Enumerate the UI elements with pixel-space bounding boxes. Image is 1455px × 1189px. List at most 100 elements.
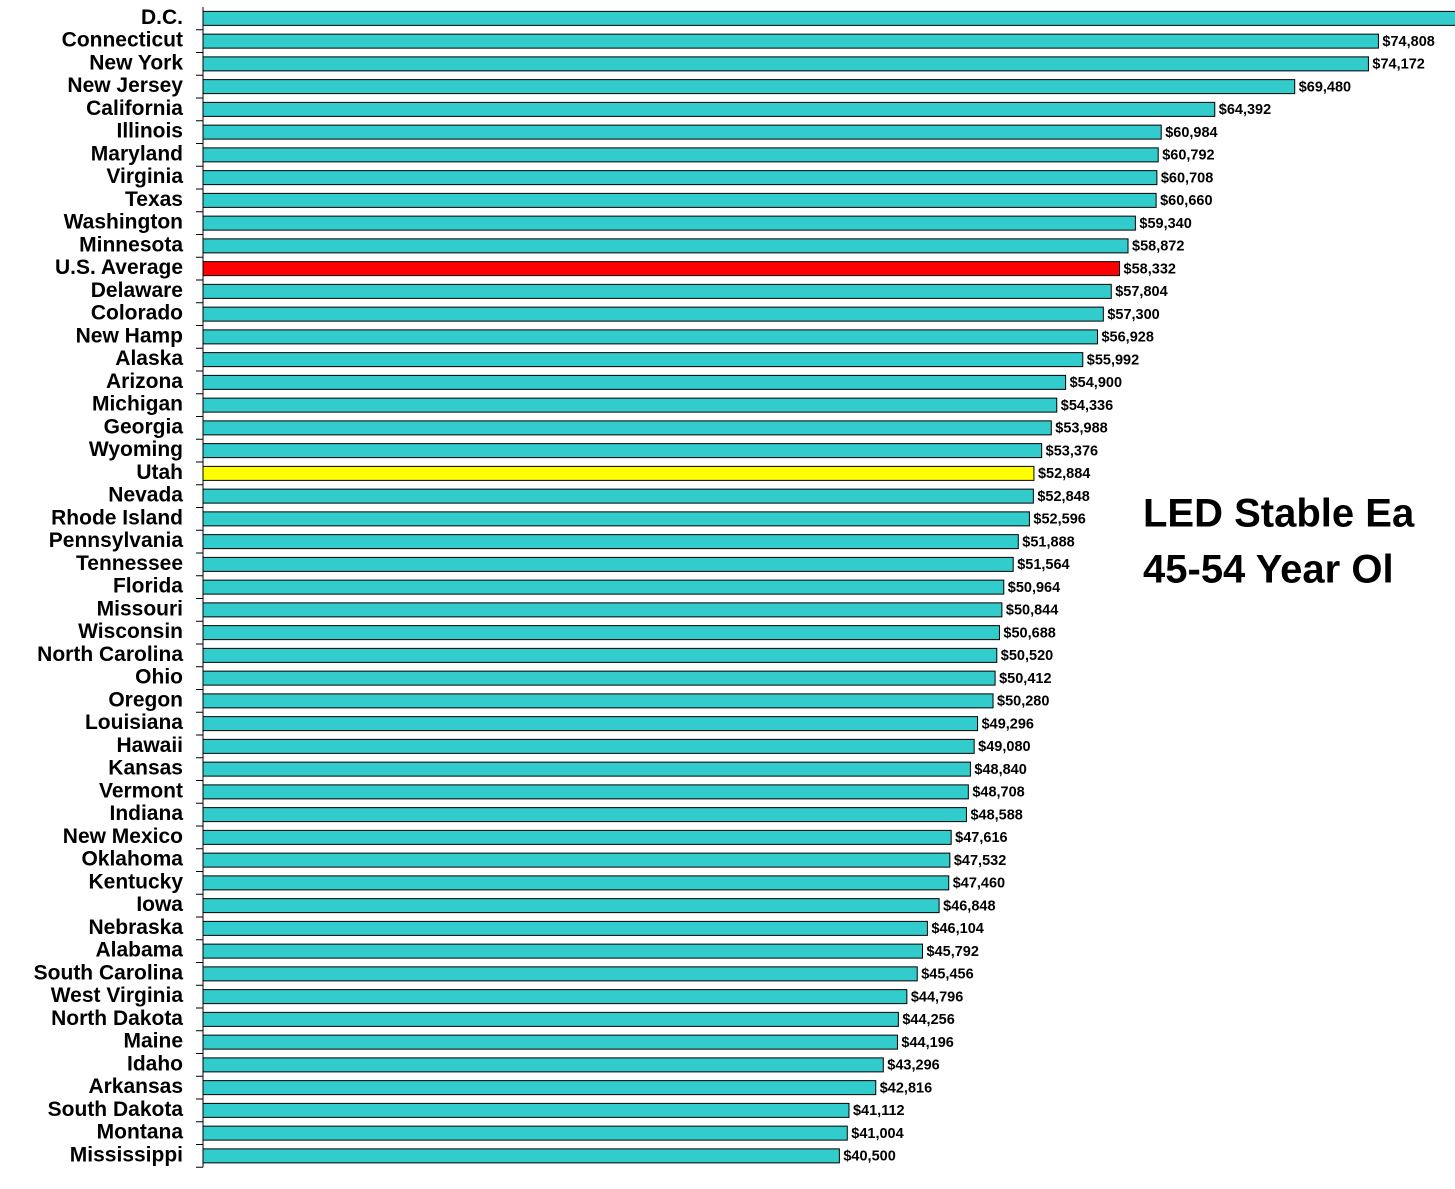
y-tick-label: Utah: [136, 461, 183, 484]
value-label: $47,460: [953, 876, 1005, 892]
y-tick-label: D.C.: [141, 6, 183, 29]
bar: [202, 192, 1157, 208]
value-label: $40,500: [843, 1149, 895, 1165]
y-tick-label: North Dakota: [51, 1007, 183, 1030]
bar: [202, 556, 1014, 572]
value-label: $69,480: [1299, 79, 1351, 95]
y-tick-label: West Virginia: [51, 984, 184, 1007]
bar: [202, 920, 928, 936]
value-label: $58,872: [1132, 239, 1184, 255]
value-label: $50,688: [1003, 625, 1055, 641]
value-label: $42,816: [880, 1080, 932, 1096]
value-label: $41,004: [851, 1126, 903, 1142]
y-tick-label: North Carolina: [37, 643, 183, 666]
bar: [202, 670, 996, 686]
value-label: $60,792: [1162, 148, 1214, 164]
bar: [202, 807, 967, 823]
value-label: $49,296: [982, 716, 1034, 732]
y-tick-label: Kansas: [108, 757, 183, 780]
bar: [202, 784, 969, 800]
y-tick-label: Maryland: [91, 142, 183, 165]
bar: [202, 1080, 877, 1096]
value-label: $60,708: [1161, 170, 1213, 186]
bar: [202, 966, 918, 982]
value-label: $52,596: [1033, 512, 1085, 528]
y-tick-label: Connecticut: [62, 29, 183, 52]
chart-title: 45-54 Year Ol: [1143, 548, 1394, 592]
value-label: $53,988: [1055, 421, 1107, 437]
y-tick-label: Delaware: [91, 279, 183, 302]
bar: [202, 10, 1455, 26]
bar: [202, 1148, 840, 1164]
y-tick-label: Arkansas: [88, 1075, 183, 1098]
bar: [202, 420, 1052, 436]
bar: [202, 1125, 848, 1141]
y-tick-label: Arizona: [106, 370, 183, 393]
value-label: $50,844: [1006, 603, 1058, 619]
value-label: $48,840: [974, 762, 1026, 778]
bar: [202, 875, 950, 891]
chart-title: LED Stable Ea: [1143, 492, 1415, 536]
y-tick-label: Hawaii: [116, 734, 183, 757]
bar: [202, 1034, 898, 1050]
value-label: $46,848: [943, 898, 995, 914]
y-tick-label: Virginia: [106, 165, 183, 188]
value-label: $48,708: [972, 785, 1024, 801]
bar: [202, 602, 1003, 618]
y-tick-label: Oregon: [108, 688, 183, 711]
y-tick-label: Tennessee: [76, 552, 183, 575]
value-label: $54,336: [1061, 398, 1113, 414]
y-tick-label: Kentucky: [88, 870, 183, 893]
bar: [202, 56, 1369, 72]
value-label: $58,332: [1124, 261, 1176, 277]
y-tick-label: Michigan: [92, 393, 183, 416]
y-tick-label: Louisiana: [85, 711, 183, 734]
value-label: $56,928: [1101, 330, 1153, 346]
y-tick-label: Alaska: [115, 347, 183, 370]
y-tick-label: Florida: [113, 575, 183, 598]
y-tick-label: New Jersey: [67, 74, 183, 97]
bar: [202, 283, 1112, 299]
y-tick-label: Georgia: [104, 415, 184, 438]
bar: [202, 465, 1035, 481]
bar: [202, 1057, 884, 1073]
bar: [202, 374, 1067, 390]
bar: [202, 352, 1084, 368]
y-tick-label: Rhode Island: [51, 506, 183, 529]
bar: [202, 238, 1129, 254]
bar: [202, 693, 994, 709]
y-tick-label: South Dakota: [48, 1098, 184, 1121]
value-label: $50,964: [1008, 580, 1060, 596]
value-label: $44,196: [901, 1035, 953, 1051]
value-label: $60,660: [1160, 193, 1212, 209]
y-tick-label: New Mexico: [63, 825, 183, 848]
y-tick-label: Vermont: [99, 779, 183, 802]
bar: [202, 898, 940, 914]
bar: [202, 625, 1000, 641]
value-label: $50,520: [1001, 648, 1053, 664]
bar: [202, 829, 952, 845]
value-label: $44,256: [902, 1012, 954, 1028]
value-label: $54,900: [1070, 375, 1122, 391]
bar: [202, 306, 1104, 322]
y-tick-label: California: [86, 97, 183, 120]
y-tick-label: Washington: [64, 211, 183, 234]
y-tick-label: Iowa: [136, 893, 183, 916]
bar: [202, 943, 924, 959]
y-tick-label: Maine: [123, 1030, 183, 1053]
value-label: $64,392: [1219, 102, 1271, 118]
y-tick-label: Mississippi: [70, 1143, 183, 1166]
value-label: $74,172: [1372, 57, 1424, 73]
value-label: $60,984: [1165, 125, 1217, 141]
bar: [202, 534, 1019, 550]
value-label: $45,456: [921, 967, 973, 983]
y-tick-label: Nebraska: [88, 916, 183, 939]
bar: [202, 147, 1159, 163]
value-label: $49,080: [978, 739, 1030, 755]
bar: [202, 79, 1296, 95]
bar: [202, 329, 1098, 345]
value-label: $47,532: [954, 853, 1006, 869]
bar: [202, 397, 1058, 413]
bar: [202, 443, 1043, 459]
value-label: $46,104: [931, 921, 983, 937]
